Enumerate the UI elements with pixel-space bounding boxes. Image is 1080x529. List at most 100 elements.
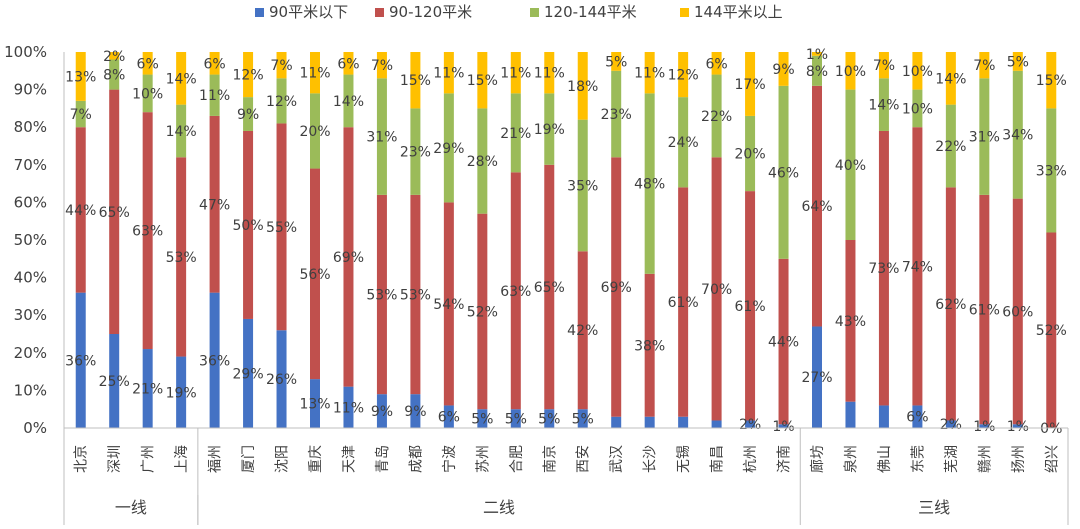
bar-segment: [1012, 52, 1023, 71]
data-label: 44%: [768, 335, 799, 351]
bar-segment: [1046, 232, 1057, 428]
data-label: 28%: [467, 154, 498, 170]
bar-segment: [1012, 424, 1023, 428]
bar-segment: [376, 52, 387, 79]
bar-segment: [510, 93, 521, 173]
data-label: 61%: [735, 299, 766, 315]
data-label: 7%: [70, 107, 92, 123]
y-tick-label: 40%: [14, 269, 47, 287]
data-label: 22%: [935, 139, 966, 155]
data-label: 7%: [371, 58, 393, 74]
legend-label: 120-144平米: [544, 3, 637, 21]
bar-segment: [544, 409, 555, 428]
data-label: 43%: [835, 314, 866, 330]
bar-segment: [711, 52, 722, 75]
x-tick-label: 合肥: [509, 445, 525, 473]
bar-segment: [812, 52, 822, 56]
data-label: 20%: [735, 147, 766, 163]
x-tick-label: 厦门: [241, 445, 257, 473]
bar-segment: [745, 191, 756, 421]
chart-legend: 90平米以下 90-120平米 120-144平米 144平米以上: [255, 3, 783, 21]
bar-segment: [678, 187, 689, 417]
x-tick-label: 佛山: [877, 445, 893, 473]
legend-label: 90平米以下: [269, 3, 348, 21]
data-label: 5%: [605, 54, 627, 70]
bar-segment: [376, 394, 387, 428]
bar-segment: [75, 52, 86, 101]
bar-segment: [75, 100, 86, 128]
data-label: 55%: [266, 220, 297, 236]
bar-segment: [845, 52, 856, 90]
x-tick-label: 济南: [777, 445, 793, 473]
data-label: 5%: [505, 412, 527, 428]
x-tick-label: 成都: [408, 445, 424, 473]
data-label: 10%: [835, 64, 866, 80]
bar-segment: [176, 157, 187, 357]
data-label: 29%: [233, 366, 264, 382]
bar-segment: [343, 74, 354, 128]
bar-segment: [75, 292, 86, 428]
data-label: 73%: [868, 261, 899, 277]
bar-segment: [310, 52, 320, 94]
y-tick-label: 30%: [14, 306, 47, 324]
data-label: 1%: [1007, 419, 1029, 435]
data-label: 52%: [1036, 323, 1067, 339]
x-tick-label: 青岛: [375, 445, 391, 473]
bar-segment: [644, 52, 655, 94]
bar-segment: [343, 52, 354, 75]
data-label: 1%: [973, 419, 995, 435]
bar-segment: [577, 119, 588, 252]
bar-segment: [544, 52, 555, 94]
data-label: 74%: [902, 259, 933, 275]
bar-segment: [577, 52, 588, 120]
bar-segment: [745, 52, 756, 116]
bar-segment: [276, 330, 287, 428]
bar-segment: [176, 356, 187, 428]
bar-segment: [745, 420, 756, 428]
bar-segment: [477, 213, 488, 410]
bar-segment: [644, 416, 655, 428]
data-labels: 36% 44% 7% 13% 25% 65% 8% 2% 21% 63% 10% 6% 19% 53% 14…: [65, 47, 1067, 437]
data-label: 11%: [534, 66, 565, 82]
data-label: 63%: [132, 224, 163, 240]
bar-segment: [343, 127, 354, 387]
x-tick-label: 绍兴: [1044, 445, 1060, 473]
data-label: 21%: [500, 126, 531, 142]
data-label: 8%: [103, 68, 125, 84]
data-label: 53%: [366, 288, 397, 304]
data-label: 1%: [772, 419, 794, 435]
data-label: 11%: [299, 66, 330, 82]
data-label: 64%: [801, 199, 832, 215]
bar-segment: [979, 78, 990, 195]
legend-label: 144平米以上: [694, 3, 783, 21]
data-label: 31%: [969, 130, 1000, 146]
bar-segment: [979, 424, 990, 428]
data-label: 12%: [233, 68, 264, 84]
data-label: 11%: [634, 66, 665, 82]
group-label: 一线: [115, 498, 147, 517]
bar-segment: [945, 104, 956, 188]
bar-segment: [678, 97, 689, 188]
data-label: 5%: [471, 412, 493, 428]
bar-segment: [1012, 70, 1023, 199]
data-label: 6%: [203, 56, 225, 72]
bar-segment: [945, 420, 956, 428]
data-label: 69%: [333, 250, 364, 266]
bar-segment: [209, 292, 220, 428]
data-label: 9%: [237, 107, 259, 123]
bar-segment: [376, 78, 387, 195]
x-tick-label: 泉州: [842, 445, 859, 473]
bar-segment: [310, 379, 320, 428]
x-tick-label: 武汉: [609, 445, 625, 473]
bar-segment: [276, 78, 287, 124]
data-label: 9%: [772, 62, 794, 78]
bar-segment: [310, 168, 320, 380]
data-label: 6%: [906, 410, 928, 426]
data-label: 11%: [500, 66, 531, 82]
data-label: 12%: [668, 68, 699, 84]
data-label: 56%: [299, 267, 330, 283]
bar-segment: [343, 386, 354, 428]
bar-segment: [142, 74, 153, 113]
bar-segment: [745, 115, 756, 192]
data-label: 17%: [735, 77, 766, 93]
